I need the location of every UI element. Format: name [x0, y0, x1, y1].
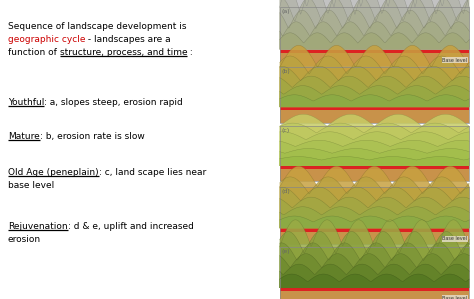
Text: (d): (d)	[282, 189, 291, 194]
Text: (b): (b)	[282, 69, 291, 74]
Text: base level: base level	[8, 181, 54, 190]
Bar	[280, 49, 469, 53]
Bar	[280, 169, 469, 181]
Bar	[280, 107, 469, 110]
Bar	[280, 53, 469, 66]
Text: erosion: erosion	[8, 235, 41, 244]
Bar	[280, 126, 469, 181]
Bar	[280, 7, 469, 66]
Bar	[280, 67, 469, 123]
Text: : a, slopes steep, erosion rapid: : a, slopes steep, erosion rapid	[45, 98, 183, 107]
Text: (c): (c)	[282, 128, 290, 133]
Text: geographic cycle: geographic cycle	[8, 35, 85, 44]
Text: structure, process, and time: structure, process, and time	[60, 48, 187, 57]
Bar	[280, 232, 469, 244]
Text: Base level: Base level	[442, 236, 467, 241]
Bar	[280, 110, 469, 123]
Bar	[280, 187, 469, 244]
Text: :: :	[187, 48, 193, 57]
Bar	[280, 126, 469, 166]
Bar	[280, 67, 469, 107]
Text: Sequence of landscape development is: Sequence of landscape development is	[8, 22, 186, 31]
Text: : d & e, uplift and increased: : d & e, uplift and increased	[68, 222, 193, 231]
Text: function of: function of	[8, 48, 60, 57]
Text: Old Age (peneplain): Old Age (peneplain)	[8, 168, 99, 177]
Text: Youthful: Youthful	[8, 98, 45, 107]
Bar	[280, 7, 469, 49]
Bar	[280, 247, 469, 299]
Text: Rejuvenation: Rejuvenation	[8, 222, 68, 231]
Bar	[280, 292, 469, 299]
Text: (e): (e)	[282, 249, 290, 254]
Bar	[280, 247, 469, 288]
Text: Base level: Base level	[442, 57, 467, 62]
Bar	[280, 166, 469, 169]
Text: : c, land scape lies near: : c, land scape lies near	[99, 168, 206, 177]
Text: Mature: Mature	[8, 132, 40, 141]
Bar	[280, 288, 469, 292]
Text: (a): (a)	[282, 10, 290, 14]
Bar	[280, 187, 469, 228]
Text: - landscapes are a: - landscapes are a	[85, 35, 171, 44]
Text: : b, erosion rate is slow: : b, erosion rate is slow	[40, 132, 145, 141]
Text: Base level: Base level	[442, 296, 467, 299]
Bar	[280, 228, 469, 232]
